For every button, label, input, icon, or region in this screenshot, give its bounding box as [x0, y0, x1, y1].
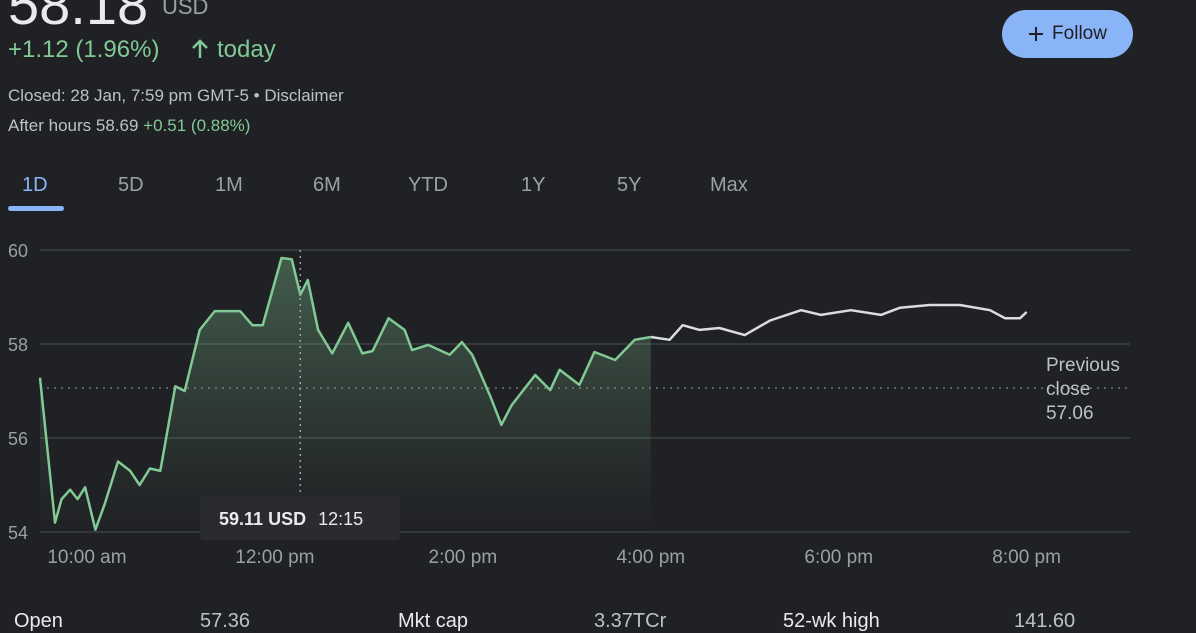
tooltip-text: 59.11 USD 12:15 [219, 509, 363, 529]
currency: USD [162, 0, 209, 19]
x-tick-label: 10:00 am [47, 547, 126, 568]
stat-label: Open [14, 610, 63, 632]
disclaimer[interactable]: Disclaimer [264, 86, 344, 105]
x-tick-label: 4:00 pm [616, 547, 685, 568]
closed: Closed: 28 Jan, 7:59 pm GMT-5 [8, 86, 249, 105]
follow-label: Follow [1052, 23, 1107, 44]
tab[interactable]: 1M [215, 174, 243, 196]
price: 58.18 [8, 0, 149, 36]
change: +1.12 (1.96%) [8, 36, 160, 63]
tab[interactable]: 1Y [521, 174, 546, 196]
y-tick-label: 56 [8, 429, 28, 449]
area [40, 258, 651, 532]
y-tick-label: 60 [8, 241, 28, 261]
stat-value: 141.60 [1014, 610, 1076, 632]
previous-close-value: 57.06 [1046, 403, 1094, 424]
line [38, 256, 652, 531]
tooltip [200, 496, 400, 540]
x-tick-label: 12:00 pm [235, 547, 314, 568]
follow-button[interactable]: Follow [1002, 10, 1133, 58]
x-tick-label: 8:00 pm [992, 547, 1061, 568]
period: today [217, 36, 276, 63]
tooltip-time: 12:15 [318, 509, 363, 529]
up-arrow [192, 39, 208, 58]
tab-indicator [8, 206, 64, 211]
tooltip-unit: USD [268, 509, 306, 529]
after-hours: After hours 58.69 +0.51 (0.88%) [8, 116, 250, 136]
stat-label: Mkt cap [398, 610, 469, 632]
after-hours-label: After hours [8, 116, 92, 135]
tab[interactable]: 6M [313, 174, 341, 196]
tab[interactable]: Max [710, 174, 748, 196]
tooltip-value: 59.11 [219, 509, 263, 529]
tab[interactable]: 5Y [617, 174, 642, 196]
tab[interactable]: 5D [118, 174, 144, 196]
after-hours-price: 58.69 [95, 116, 139, 135]
tab[interactable]: YTD [408, 174, 448, 196]
tab[interactable]: 1D [22, 174, 48, 196]
previous-close-label: Previous close [1046, 355, 1120, 400]
previous-close: Previous close 57.06 [1046, 354, 1146, 426]
after-hours-change: +0.51 (0.88%) [143, 116, 251, 135]
y-tick-label: 58 [8, 335, 28, 355]
stat-value: 57.36 [200, 610, 251, 632]
x-tick-label: 6:00 pm [804, 547, 873, 568]
x-tick-label: 2:00 pm [429, 547, 498, 568]
closed-note: Closed: 28 Jan, 7:59 pm GMT-5 • Disclaim… [8, 86, 344, 105]
line [650, 303, 1028, 342]
y-tick-label: 54 [8, 523, 28, 543]
plus-icon [1029, 27, 1044, 41]
stat-label: 52-wk high [783, 610, 880, 632]
stat-value: 3.37TCr [594, 610, 667, 632]
